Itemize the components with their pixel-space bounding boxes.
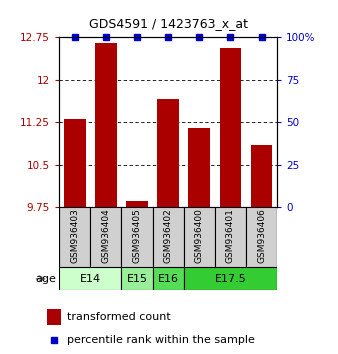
Bar: [59, 267, 121, 290]
Bar: [121, 267, 152, 290]
Text: GSM936403: GSM936403: [70, 209, 79, 263]
Bar: [184, 267, 277, 290]
Bar: [121, 207, 152, 267]
Bar: [246, 207, 277, 267]
Bar: [184, 207, 215, 267]
Bar: [215, 207, 246, 267]
Text: transformed count: transformed count: [67, 312, 171, 322]
Bar: [95, 43, 117, 207]
Bar: [152, 207, 184, 267]
Bar: [251, 145, 272, 207]
Text: E15: E15: [126, 274, 147, 284]
Text: GSM936400: GSM936400: [195, 209, 204, 263]
Text: E14: E14: [80, 274, 101, 284]
Bar: [157, 99, 179, 207]
Bar: [59, 207, 90, 267]
Text: GSM936401: GSM936401: [226, 209, 235, 263]
Text: percentile rank within the sample: percentile rank within the sample: [67, 335, 255, 346]
Bar: [126, 201, 148, 207]
Bar: [152, 267, 184, 290]
Text: GSM936406: GSM936406: [257, 209, 266, 263]
Text: GDS4591 / 1423763_x_at: GDS4591 / 1423763_x_at: [89, 17, 248, 30]
Bar: [47, 309, 61, 325]
Text: GSM936402: GSM936402: [164, 209, 173, 263]
Text: age: age: [35, 274, 56, 284]
Text: E16: E16: [158, 274, 179, 284]
Bar: [188, 128, 210, 207]
Bar: [64, 119, 86, 207]
Text: GSM936405: GSM936405: [132, 209, 142, 263]
Text: E17.5: E17.5: [215, 274, 246, 284]
Bar: [220, 48, 241, 207]
Text: GSM936404: GSM936404: [101, 209, 111, 263]
Bar: [90, 207, 121, 267]
